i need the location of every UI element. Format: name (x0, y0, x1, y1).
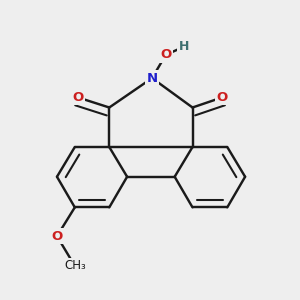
Text: O: O (217, 91, 228, 104)
Text: CH₃: CH₃ (64, 260, 86, 272)
Text: H: H (178, 40, 189, 53)
Text: O: O (51, 230, 63, 243)
Text: N: N (146, 72, 158, 85)
Text: O: O (72, 91, 83, 104)
Text: O: O (160, 48, 171, 62)
